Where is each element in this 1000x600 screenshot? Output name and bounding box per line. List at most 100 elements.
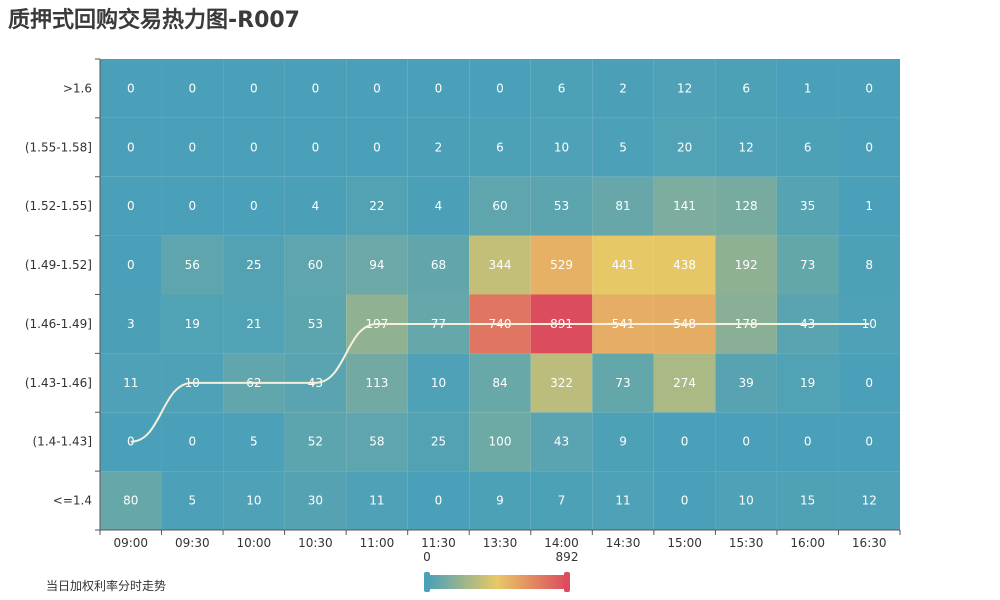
heatmap-cell xyxy=(223,176,285,236)
cell-value-label: 128 xyxy=(735,199,758,213)
heatmap-cell xyxy=(407,412,470,472)
cell-value-label: 52 xyxy=(308,435,323,449)
chart-title: 质押式回购交易热力图-R007 xyxy=(8,8,300,33)
heatmap-cell xyxy=(715,117,777,177)
cell-value-label: 5 xyxy=(188,494,196,508)
heatmap-cell xyxy=(284,471,347,530)
cell-value-label: 274 xyxy=(673,376,696,390)
cell-value-label: 0 xyxy=(865,435,873,449)
y-tick-label: (1.46-1.49] xyxy=(25,317,92,331)
cell-value-label: 73 xyxy=(615,376,630,390)
visual-map-max-label: 892 xyxy=(556,550,579,564)
cell-value-label: 68 xyxy=(431,258,446,272)
heatmap-cell xyxy=(469,353,531,413)
cell-value-label: 60 xyxy=(308,258,323,272)
heatmap-cell xyxy=(838,412,900,472)
cell-value-label: 0 xyxy=(496,81,504,95)
cell-value-label: 10 xyxy=(739,494,754,508)
trend-line-legend[interactable]: 当日加权利率分时走势 xyxy=(46,579,167,593)
heatmap-cell xyxy=(407,59,470,118)
heatmap-cell xyxy=(346,235,408,295)
heatmap-cell xyxy=(838,471,900,530)
x-tick-label: 15:30 xyxy=(729,536,764,550)
heatmap-cell xyxy=(161,59,224,118)
cell-value-label: 58 xyxy=(369,435,384,449)
cell-value-label: 80 xyxy=(123,494,138,508)
cell-value-label: 12 xyxy=(862,494,877,508)
heatmap-cell xyxy=(161,117,224,177)
heatmap-cell xyxy=(838,353,900,413)
cell-value-label: 4 xyxy=(435,199,443,213)
cell-value-label: 9 xyxy=(496,494,504,508)
cell-value-label: 322 xyxy=(550,376,573,390)
heatmap-cell xyxy=(284,235,347,295)
cell-value-label: 438 xyxy=(673,258,696,272)
heatmap-cell xyxy=(653,176,716,236)
cell-value-label: 0 xyxy=(681,435,689,449)
heatmap-cell xyxy=(469,235,531,295)
x-tick-label: 09:00 xyxy=(113,536,148,550)
x-tick-label: 14:00 xyxy=(544,536,579,550)
cell-value-label: 3 xyxy=(127,317,135,331)
cell-value-label: 0 xyxy=(188,435,196,449)
cell-value-label: 0 xyxy=(127,258,135,272)
heatmap-cell xyxy=(346,176,408,236)
cell-value-label: 0 xyxy=(373,140,381,154)
cell-value-label: 0 xyxy=(250,140,258,154)
heatmap-cell xyxy=(715,412,777,472)
visual-map-bar xyxy=(427,575,567,589)
heatmap-cell xyxy=(838,235,900,295)
heatmap-cell xyxy=(653,59,716,118)
heatmap-cell xyxy=(469,176,531,236)
heatmap-cell xyxy=(407,235,470,295)
heatmap-cell xyxy=(653,471,716,530)
heatmap-cell xyxy=(530,412,593,472)
heatmap-cell xyxy=(284,117,347,177)
heatmap-cell xyxy=(715,176,777,236)
cell-value-label: 0 xyxy=(865,376,873,390)
heatmap-cell xyxy=(223,117,285,177)
cell-value-label: 5 xyxy=(250,435,258,449)
cell-value-label: 30 xyxy=(308,494,323,508)
heatmap-cell xyxy=(284,294,347,354)
cell-value-label: 39 xyxy=(739,376,754,390)
y-tick-label: (1.52-1.55] xyxy=(25,199,92,213)
heatmap-cell xyxy=(838,117,900,177)
heatmap-cell xyxy=(653,117,716,177)
heatmap-cell xyxy=(161,471,224,530)
cell-value-label: 15 xyxy=(800,494,815,508)
x-tick-label: 11:00 xyxy=(360,536,395,550)
y-tick-label: >1.6 xyxy=(63,81,92,95)
cell-value-label: 0 xyxy=(373,81,381,95)
heatmap-cell xyxy=(530,59,593,118)
cell-value-label: 2 xyxy=(619,81,627,95)
heatmap-cell xyxy=(530,471,593,530)
cell-value-label: 11 xyxy=(615,494,630,508)
heatmap-cell xyxy=(284,412,347,472)
cell-value-label: 441 xyxy=(612,258,635,272)
heatmap-cell xyxy=(715,235,777,295)
heatmap-cell xyxy=(161,235,224,295)
heatmap-cell xyxy=(346,412,408,472)
heatmap-cell xyxy=(776,176,839,236)
heatmap-cell xyxy=(223,59,285,118)
cell-value-label: 0 xyxy=(435,494,443,508)
heatmap-cell xyxy=(407,176,470,236)
cell-value-label: 4 xyxy=(312,199,320,213)
cell-value-label: 21 xyxy=(246,317,261,331)
heatmap-cell xyxy=(469,471,531,530)
cell-value-label: 192 xyxy=(735,258,758,272)
x-tick-label: 09:30 xyxy=(175,536,210,550)
heatmap-cell xyxy=(100,294,162,354)
cell-value-label: 53 xyxy=(308,317,323,331)
heatmap-cell xyxy=(715,59,777,118)
heatmap-cell xyxy=(715,353,777,413)
cell-value-label: 94 xyxy=(369,258,384,272)
cell-value-label: 6 xyxy=(804,140,812,154)
cell-value-label: 9 xyxy=(619,435,627,449)
cell-value-label: 73 xyxy=(800,258,815,272)
heatmap-cell xyxy=(223,294,285,354)
cell-value-label: 5 xyxy=(619,140,627,154)
cell-value-label: 19 xyxy=(800,376,815,390)
